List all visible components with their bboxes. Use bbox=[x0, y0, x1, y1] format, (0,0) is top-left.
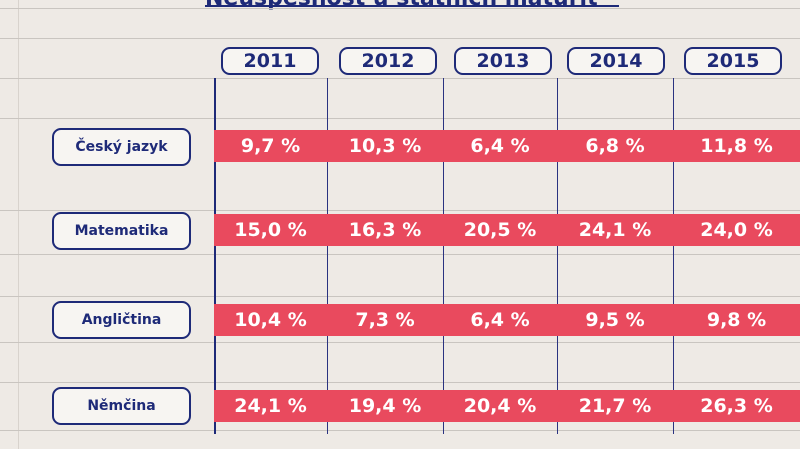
ruled-line bbox=[0, 382, 800, 383]
ruled-line bbox=[0, 254, 800, 255]
year-header-2014: 2014 bbox=[567, 47, 665, 75]
ruled-line bbox=[0, 78, 800, 79]
row-label: Němčina bbox=[52, 387, 191, 425]
value-cell: 20,5 % bbox=[463, 219, 537, 241]
value-cell: 20,4 % bbox=[463, 395, 537, 417]
column-divider bbox=[557, 78, 558, 434]
ruled-line bbox=[0, 118, 800, 119]
row-bar bbox=[214, 304, 800, 336]
row-bar bbox=[214, 390, 800, 422]
year-header-2012: 2012 bbox=[339, 47, 437, 75]
value-cell: 6,8 % bbox=[585, 135, 645, 157]
ruled-line bbox=[0, 38, 800, 39]
value-cell: 26,3 % bbox=[700, 395, 773, 417]
ruled-line bbox=[0, 8, 800, 9]
year-header-2013: 2013 bbox=[454, 47, 552, 75]
value-cell: 16,3 % bbox=[348, 219, 422, 241]
ruled-line bbox=[0, 342, 800, 343]
ruled-line bbox=[0, 210, 800, 211]
value-cell: 6,4 % bbox=[470, 309, 530, 331]
title-underline bbox=[205, 5, 619, 7]
value-cell: 9,7 % bbox=[240, 135, 301, 157]
column-divider bbox=[443, 78, 444, 434]
value-cell: 10,4 % bbox=[234, 309, 307, 331]
column-divider bbox=[673, 78, 674, 434]
value-cell: 24,1 % bbox=[234, 395, 307, 417]
row-bar bbox=[214, 214, 800, 246]
value-cell: 15,0 % bbox=[234, 219, 307, 241]
value-cell: 9,8 % bbox=[706, 309, 767, 331]
value-cell: 6,4 % bbox=[470, 135, 530, 157]
row-label: Český jazyk bbox=[52, 128, 191, 166]
row-label: Matematika bbox=[52, 212, 191, 250]
year-header-2015: 2015 bbox=[684, 47, 782, 75]
value-cell: 10,3 % bbox=[348, 135, 422, 157]
page-margin-line bbox=[18, 0, 19, 449]
ruled-line bbox=[0, 430, 800, 431]
value-cell: 7,3 % bbox=[355, 309, 415, 331]
ruled-line bbox=[0, 296, 800, 297]
value-cell: 24,1 % bbox=[578, 219, 652, 241]
row-bar bbox=[214, 130, 800, 162]
row-label: Angličtina bbox=[52, 301, 191, 339]
value-cell: 21,7 % bbox=[578, 395, 652, 417]
column-divider bbox=[327, 78, 328, 434]
value-cell: 9,5 % bbox=[585, 309, 645, 331]
value-cell: 24,0 % bbox=[700, 219, 773, 241]
value-cell: 19,4 % bbox=[348, 395, 422, 417]
value-cell: 11,8 % bbox=[700, 135, 773, 157]
year-header-2011: 2011 bbox=[221, 47, 319, 75]
column-divider bbox=[214, 78, 216, 434]
